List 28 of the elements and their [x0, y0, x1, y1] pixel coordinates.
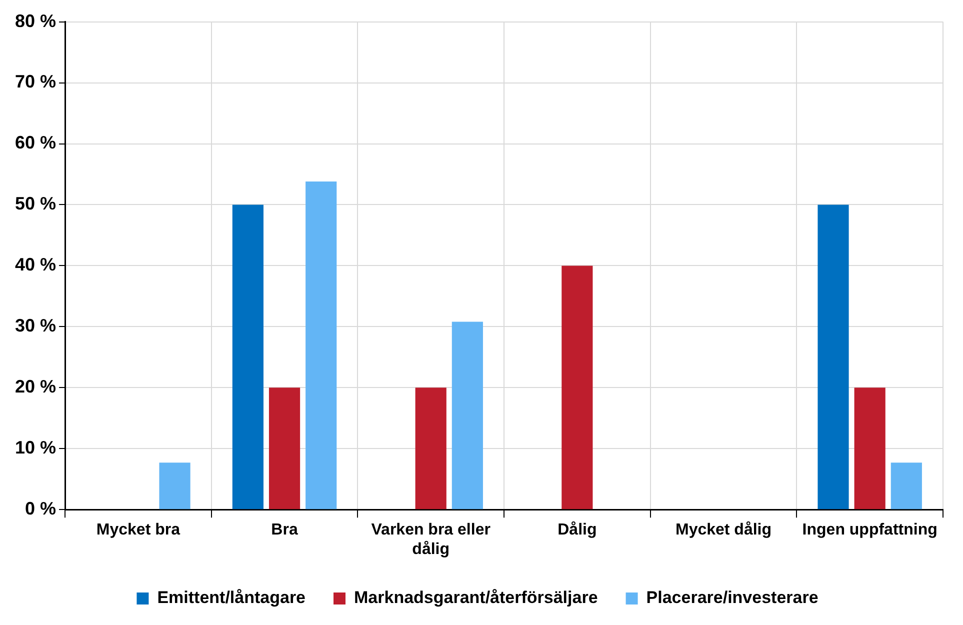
legend-label: Marknadsgarant/återförsäljare: [354, 588, 598, 608]
x-tick-label: Varken bra eller dålig: [371, 522, 490, 558]
y-tick-label: 30 %: [14, 316, 56, 336]
bar: [818, 204, 849, 510]
bar: [159, 462, 190, 510]
bar: [452, 322, 483, 510]
legend-label: Placerare/investerare: [646, 588, 818, 608]
y-tick-label: 50 %: [14, 194, 56, 214]
bar: [232, 204, 264, 510]
bar: [562, 266, 593, 510]
y-tick-label: 10 %: [14, 438, 56, 458]
x-tick-label: Bra: [271, 522, 298, 539]
bar: [306, 182, 337, 510]
x-tick-label: Ingen uppfattning: [802, 522, 938, 539]
legend-label: Emittent/låntagare: [157, 588, 306, 608]
x-tick-label: Mycket dålig: [675, 520, 772, 539]
x-tick-label: Mycket bra: [96, 522, 180, 539]
y-tick-label: 70 %: [14, 72, 56, 92]
y-tick-label: 60 %: [14, 132, 56, 153]
bar: [415, 388, 446, 510]
y-tick-label: 40 %: [14, 254, 56, 275]
bar: [268, 388, 300, 510]
bar: [890, 462, 922, 510]
bar: [854, 388, 886, 510]
y-tick-label: 20 %: [14, 376, 56, 397]
y-tick-label: 0 %: [24, 498, 56, 519]
y-tick-label: 80 %: [14, 10, 56, 31]
x-tick-label: Dålig: [558, 520, 597, 539]
